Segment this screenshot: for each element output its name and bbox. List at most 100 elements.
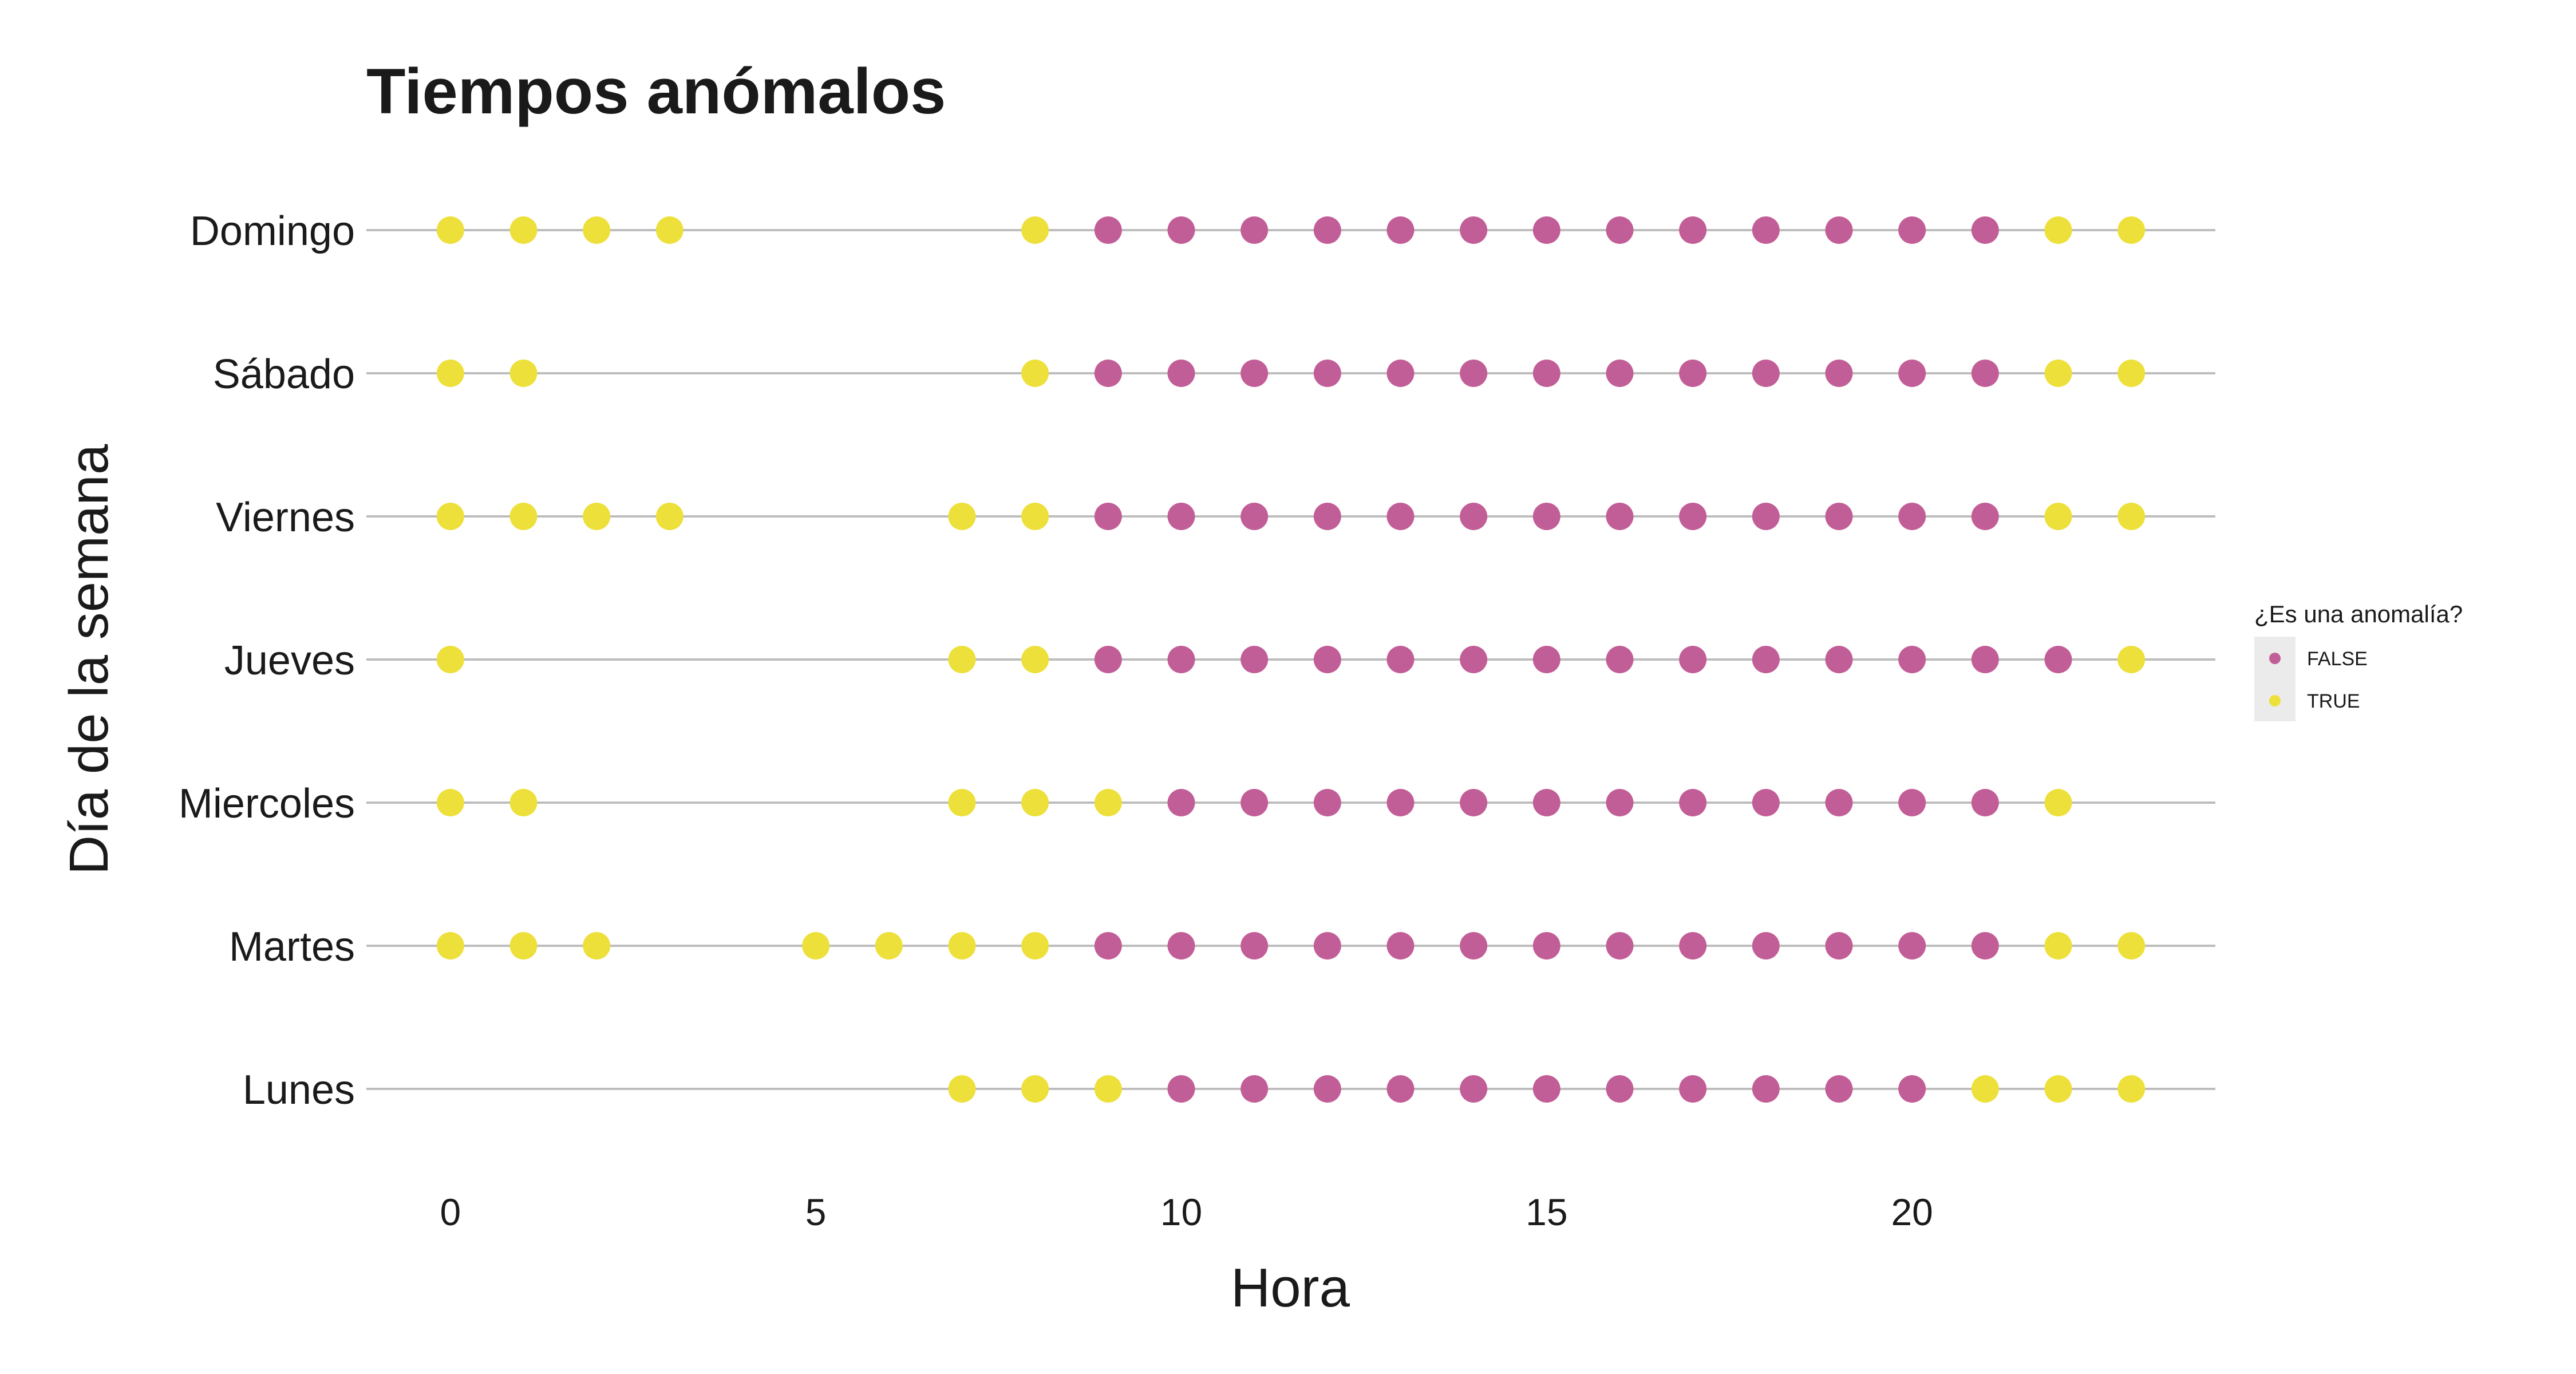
data-point-true — [509, 932, 538, 960]
data-point-true — [2117, 646, 2146, 673]
legend-label: TRUE — [2307, 690, 2360, 712]
data-point-false — [1679, 789, 1707, 816]
data-point-false — [1240, 1075, 1269, 1103]
data-point-false — [2044, 646, 2072, 673]
x-axis-label: Hora — [1231, 1257, 1350, 1318]
data-point-true — [436, 646, 464, 673]
data-point-true — [875, 932, 903, 960]
data-point-false — [1606, 216, 1634, 244]
data-point-false — [1606, 932, 1634, 960]
data-point-true — [509, 360, 538, 387]
data-point-true — [948, 932, 976, 960]
data-point-true — [1021, 503, 1049, 530]
data-point-false — [1532, 360, 1560, 387]
data-point-true — [2117, 503, 2146, 530]
data-point-false — [1679, 503, 1707, 530]
data-point-true — [948, 646, 976, 673]
data-point-false — [1898, 789, 1926, 816]
y-tick-label: Martes — [229, 924, 355, 970]
data-point-false — [1094, 360, 1122, 387]
data-point-true — [2117, 360, 2146, 387]
data-point-false — [1460, 360, 1488, 387]
data-point-false — [1971, 646, 1999, 673]
legend-key-background — [2254, 637, 2296, 721]
data-point-false — [1898, 360, 1926, 387]
data-point-false — [1313, 1075, 1341, 1103]
data-point-false — [1313, 646, 1341, 673]
data-point-false — [1386, 1075, 1415, 1103]
data-point-false — [1386, 216, 1415, 244]
data-point-true — [1021, 932, 1049, 960]
x-tick-label: 5 — [805, 1191, 827, 1233]
data-point-false — [1532, 932, 1560, 960]
data-point-false — [1898, 932, 1926, 960]
data-point-true — [1094, 1075, 1122, 1103]
data-point-false — [1971, 503, 1999, 530]
data-point-false — [1971, 360, 1999, 387]
data-point-false — [1971, 216, 1999, 244]
x-tick-label: 10 — [1160, 1191, 1202, 1233]
x-tick-labels: 0 5 10 15 20 — [440, 1191, 1933, 1233]
data-point-true — [948, 789, 976, 816]
data-point-false — [1825, 932, 1853, 960]
legend: ¿Es una anomalía? FALSE TRUE — [2254, 601, 2463, 721]
data-point-false — [1679, 360, 1707, 387]
data-point-false — [1094, 932, 1122, 960]
data-point-true — [802, 932, 830, 960]
data-point-true — [2044, 360, 2072, 387]
data-point-false — [1460, 932, 1488, 960]
data-point-true — [1021, 646, 1049, 673]
data-point-false — [1386, 646, 1415, 673]
data-point-false — [1825, 503, 1853, 530]
data-point-true — [2117, 216, 2146, 244]
legend-label: FALSE — [2307, 648, 2368, 670]
data-point-false — [1898, 216, 1926, 244]
data-point-true — [948, 503, 976, 530]
data-point-false — [1898, 646, 1926, 673]
data-point-true — [583, 932, 611, 960]
data-point-false — [1460, 216, 1488, 244]
data-point-false — [1752, 932, 1780, 960]
data-point-true — [1971, 1075, 1999, 1103]
data-point-false — [1752, 503, 1780, 530]
data-point-false — [1971, 932, 1999, 960]
data-point-false — [1313, 360, 1341, 387]
data-point-false — [1167, 646, 1195, 673]
data-point-false — [1752, 216, 1780, 244]
data-point-false — [1825, 646, 1853, 673]
data-point-true — [1021, 216, 1049, 244]
data-point-false — [1094, 503, 1122, 530]
data-point-false — [1679, 932, 1707, 960]
data-point-true — [2044, 503, 2072, 530]
data-point-true — [2044, 789, 2072, 816]
data-point-false — [1752, 646, 1780, 673]
data-point-false — [1532, 503, 1560, 530]
data-point-false — [1386, 932, 1415, 960]
data-point-false — [1606, 1075, 1634, 1103]
data-point-true — [1094, 789, 1122, 816]
x-tick-label: 0 — [440, 1191, 461, 1233]
data-points — [436, 216, 2146, 1103]
data-point-true — [2044, 216, 2072, 244]
data-point-false — [1313, 503, 1341, 530]
data-point-false — [1825, 789, 1853, 816]
data-point-false — [1606, 503, 1634, 530]
data-point-false — [1752, 789, 1780, 816]
data-point-false — [1167, 932, 1195, 960]
data-point-true — [509, 503, 538, 530]
data-point-true — [509, 789, 538, 816]
y-axis-label: Día de la semana — [58, 444, 120, 875]
data-point-false — [1532, 1075, 1560, 1103]
data-point-false — [1167, 360, 1195, 387]
data-point-true — [655, 503, 683, 530]
data-point-true — [2117, 1075, 2146, 1103]
x-tick-label: 15 — [1526, 1191, 1567, 1233]
legend-title: ¿Es una anomalía? — [2254, 601, 2463, 627]
data-point-true — [1021, 789, 1049, 816]
data-point-true — [436, 360, 464, 387]
data-point-false — [1167, 789, 1195, 816]
data-point-true — [509, 216, 538, 244]
gridlines — [366, 229, 2215, 1090]
data-point-false — [1094, 646, 1122, 673]
